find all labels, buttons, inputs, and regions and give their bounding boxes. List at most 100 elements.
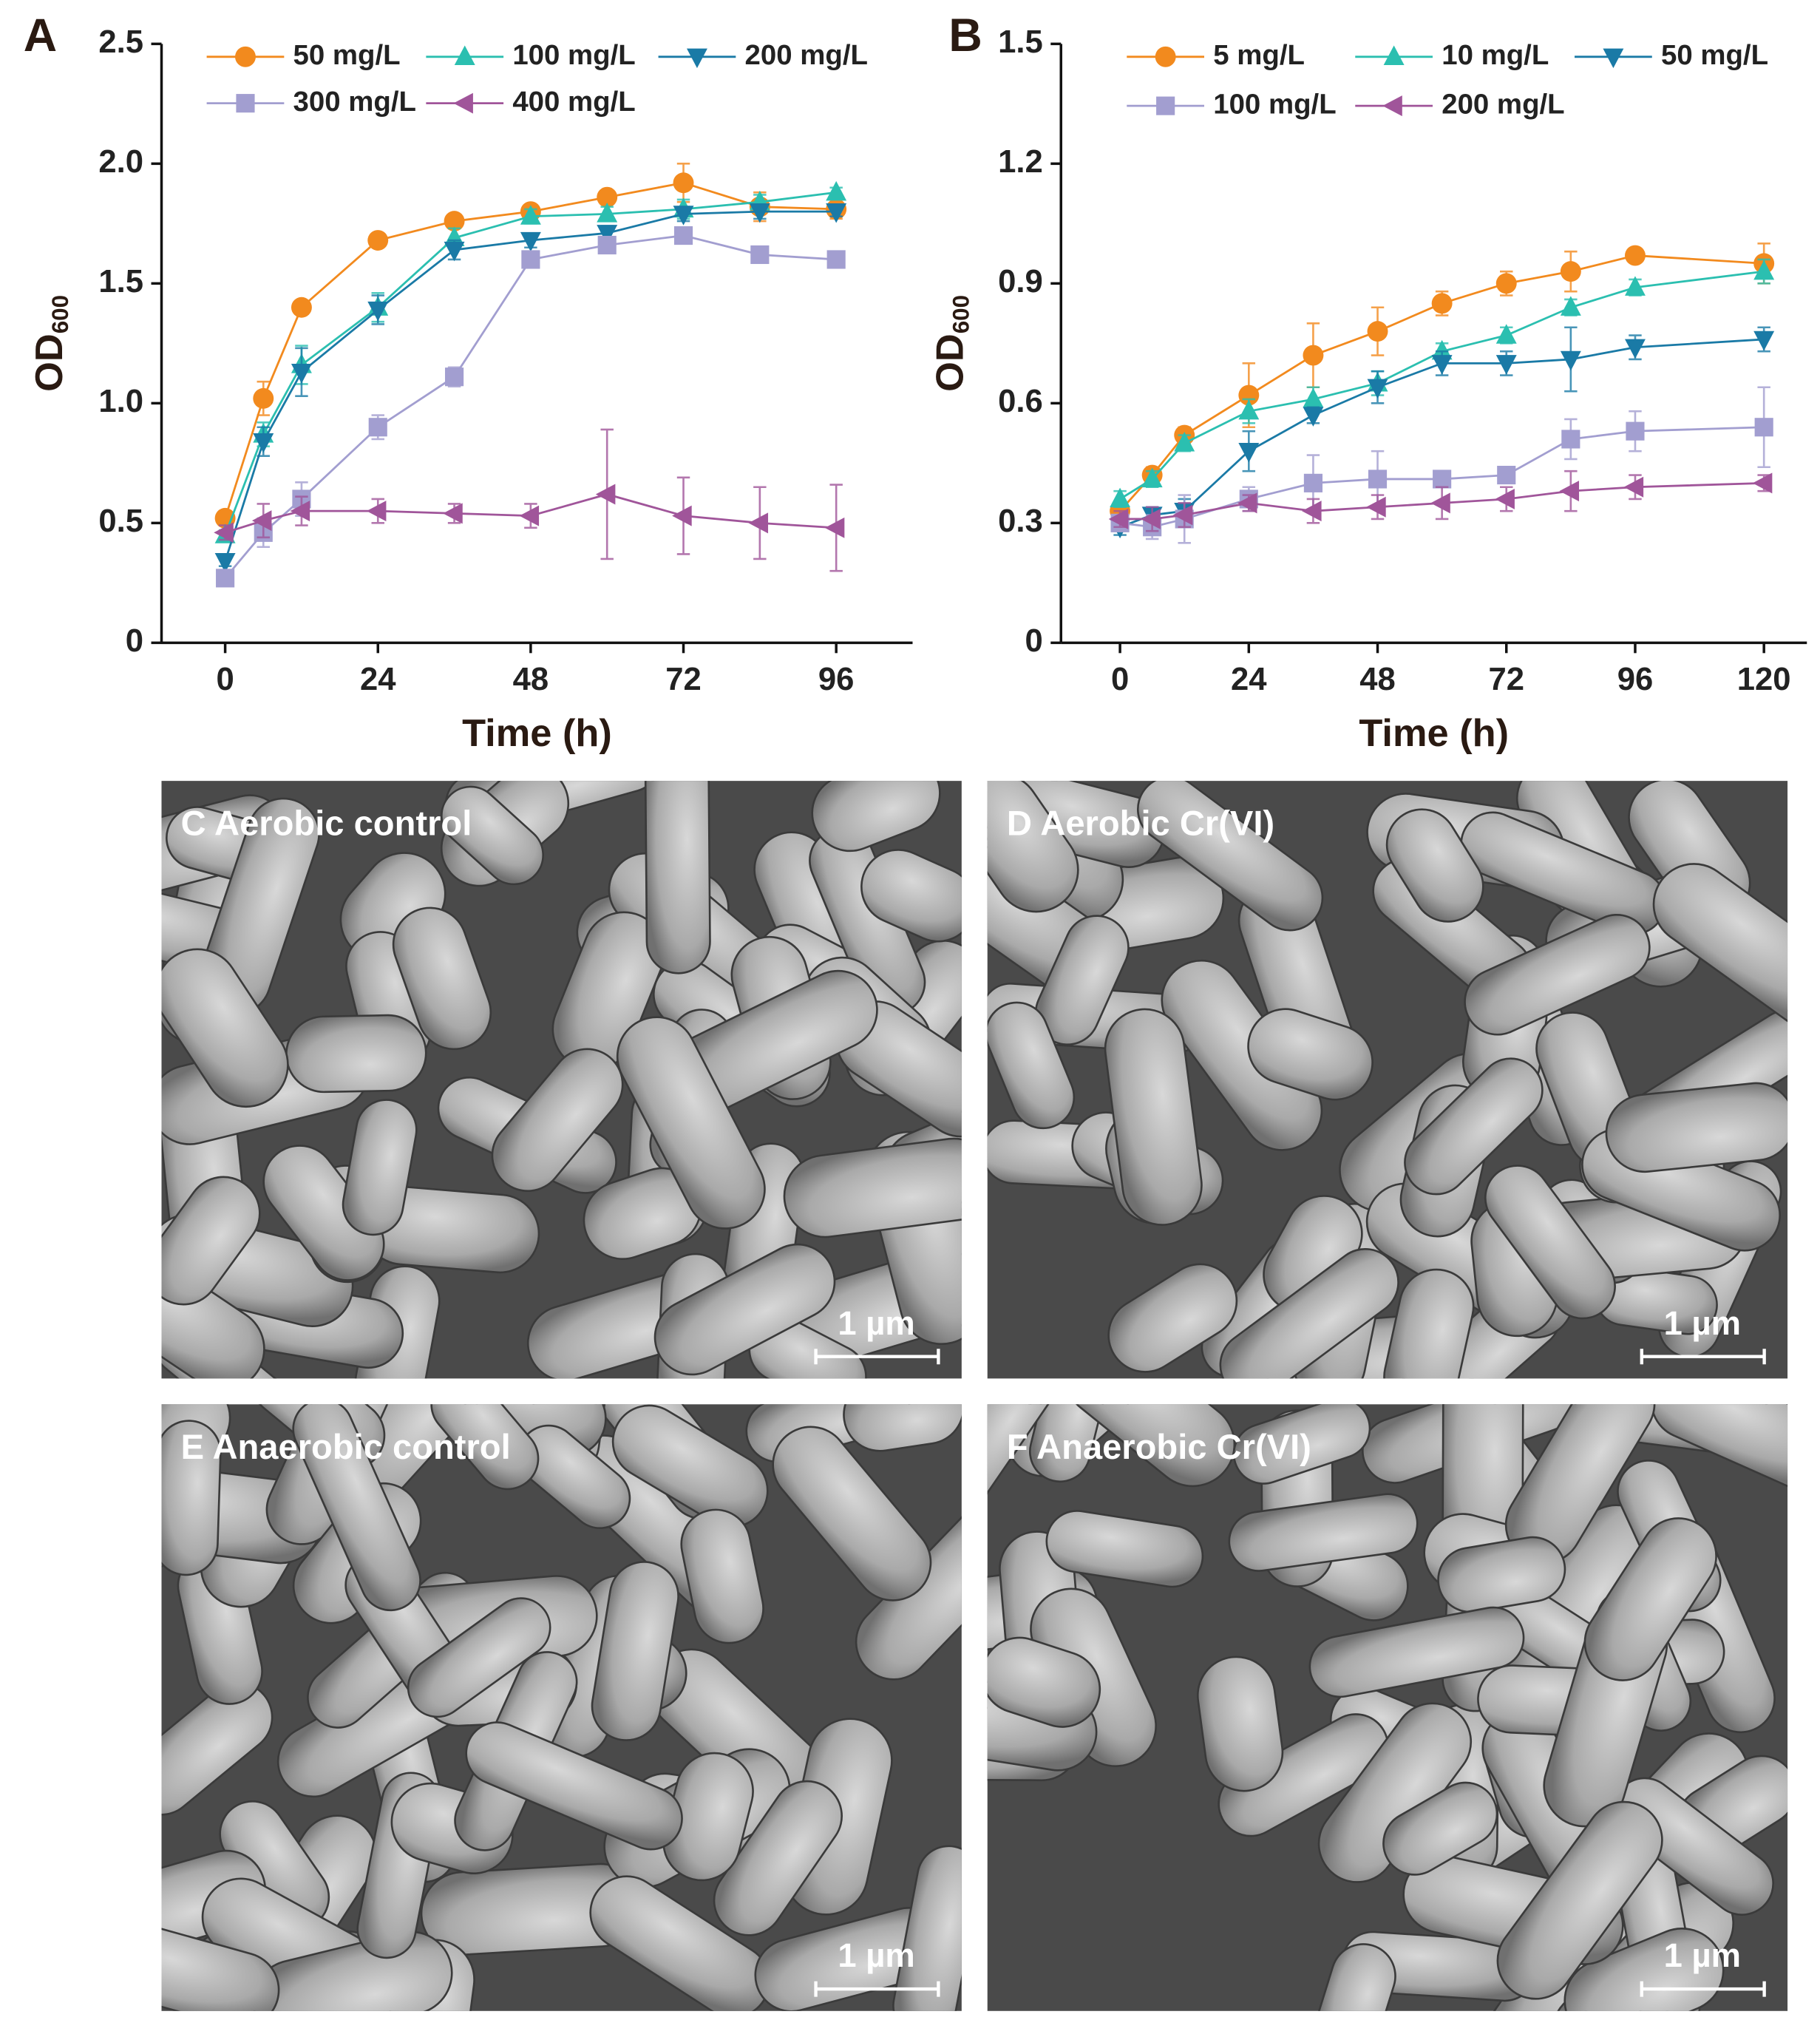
series-line — [224, 210, 837, 562]
marker — [444, 367, 464, 387]
marker — [673, 206, 694, 226]
cell — [713, 1780, 843, 1936]
cell — [1437, 1536, 1566, 1613]
marker — [290, 501, 310, 522]
series-line — [224, 181, 837, 519]
marker — [367, 230, 389, 251]
scale-bar-label: 1 µm — [838, 1304, 914, 1342]
scale-bar-label: 1 µm — [1664, 1304, 1741, 1342]
sem-image — [161, 781, 962, 1379]
scale-bar — [1640, 1981, 1766, 1997]
marker — [520, 205, 541, 225]
cell — [161, 1921, 280, 2011]
marker — [1624, 276, 1646, 296]
marker — [1141, 508, 1161, 529]
cell — [1650, 1404, 1788, 1494]
x-tick-label: 48 — [1359, 661, 1396, 697]
cell — [987, 1636, 1101, 1728]
legend-label: 200 mg/L — [745, 39, 868, 71]
cell — [441, 785, 544, 886]
cell — [1064, 1404, 1236, 1488]
x-tick-label: 0 — [216, 661, 234, 697]
x-tick-label: 24 — [360, 661, 396, 697]
marker — [251, 510, 272, 532]
cell — [1464, 913, 1651, 1036]
marker — [521, 250, 540, 269]
marker — [214, 522, 234, 543]
cell — [987, 1404, 1062, 1516]
marker — [454, 45, 475, 65]
marker — [1431, 293, 1453, 314]
series-line — [225, 493, 837, 534]
cell — [1196, 1655, 1284, 1792]
cell — [1652, 863, 1788, 1030]
marker — [1559, 481, 1580, 502]
marker — [366, 501, 387, 522]
cell — [1228, 1493, 1419, 1572]
y-tick-label: 0.6 — [998, 383, 1043, 419]
marker — [1431, 355, 1453, 375]
marker — [216, 569, 235, 588]
cell — [1404, 1057, 1544, 1196]
y-tick-label: 0.3 — [998, 503, 1043, 539]
cell — [1314, 1943, 1396, 2011]
cell — [1385, 808, 1484, 923]
marker — [1431, 339, 1453, 360]
cell — [772, 1426, 932, 1602]
legend-label: 50 mg/L — [293, 39, 401, 71]
x-axis-title: Time (h) — [1359, 712, 1509, 755]
cell — [1045, 1510, 1204, 1588]
y-tick-label: 1.2 — [998, 143, 1043, 180]
marker — [1753, 331, 1775, 351]
marker — [1495, 355, 1517, 375]
marker — [1366, 496, 1386, 518]
cell — [491, 1048, 624, 1193]
marker — [750, 245, 770, 265]
cell — [407, 1597, 551, 1718]
legend-label: 300 mg/L — [293, 86, 416, 118]
marker — [453, 92, 473, 114]
cell — [987, 1001, 1076, 1130]
cell — [161, 948, 289, 1108]
marker — [1497, 465, 1516, 485]
panel-label: B — [948, 10, 982, 61]
cell — [653, 1243, 836, 1376]
marker — [597, 186, 618, 208]
cell — [465, 1721, 683, 1851]
cell — [1136, 781, 1324, 932]
marker — [1495, 324, 1517, 344]
marker — [1155, 46, 1176, 67]
legend-label: 100 mg/L — [1213, 88, 1336, 120]
marker — [214, 553, 236, 573]
legend-label: 5 mg/L — [1213, 39, 1305, 71]
marker — [291, 296, 312, 318]
marker — [826, 180, 847, 201]
marker — [1495, 273, 1517, 294]
marker — [1623, 476, 1644, 498]
marker — [749, 203, 770, 223]
cells — [161, 781, 962, 1379]
x-tick-label: 24 — [1231, 661, 1267, 697]
y-tick-label: 1.0 — [98, 383, 143, 419]
legend-label: 200 mg/L — [1442, 88, 1564, 120]
y-axis-title-main: OD — [28, 333, 71, 392]
scale-bar-label: 1 µm — [1664, 1936, 1741, 1974]
cell — [1496, 1800, 1663, 2000]
x-axis-title: Time (h) — [462, 712, 612, 755]
marker — [444, 211, 465, 232]
marker — [1302, 501, 1322, 522]
marker — [1141, 467, 1163, 488]
marker — [673, 226, 693, 245]
cell — [430, 1404, 540, 1491]
scale-bar — [1640, 1349, 1766, 1365]
marker — [1560, 261, 1581, 282]
marker — [1303, 387, 1324, 408]
marker — [1603, 48, 1624, 69]
panel-caption: E Anaerobic control — [181, 1427, 511, 1466]
marker — [1753, 260, 1775, 280]
marker — [1237, 492, 1257, 514]
marker — [1495, 488, 1515, 509]
y-axis-title: OD600 — [928, 295, 974, 392]
marker — [686, 48, 707, 69]
x-tick-label: 96 — [818, 661, 855, 697]
